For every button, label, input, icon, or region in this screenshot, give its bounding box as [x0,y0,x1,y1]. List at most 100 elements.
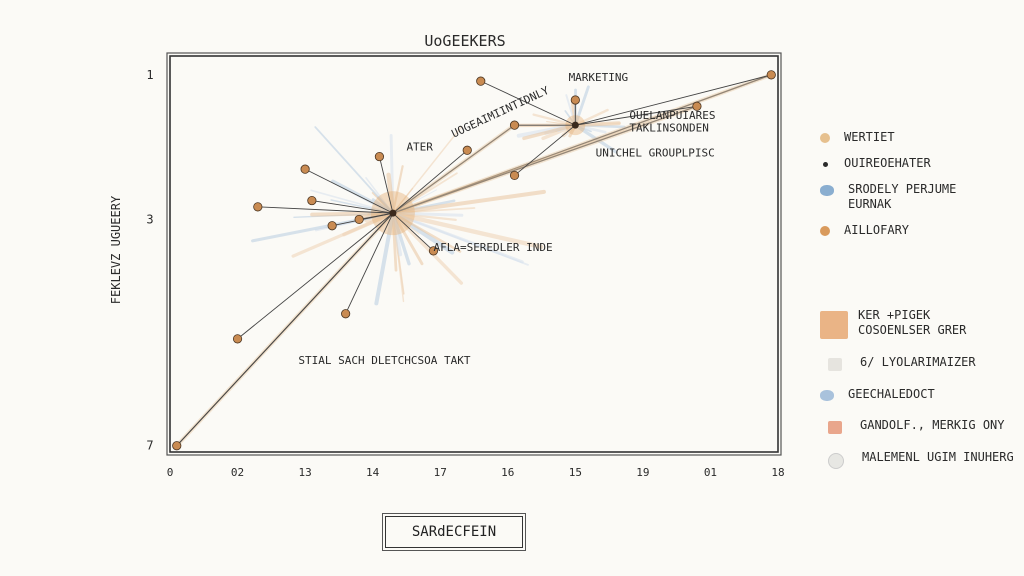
data-point [354,214,364,225]
data-point [253,202,263,212]
burst-ray [522,123,578,141]
data-point [300,164,310,174]
annotation-label: OUELANPUIARES [629,109,715,122]
burst-ray [391,211,464,285]
connector-line [237,212,394,340]
y-axis-label: FEKLEVZ UGUEERY [109,195,123,304]
annotation-label: ATER [406,140,433,153]
y-tick-label: 1 [146,68,153,82]
burst-ray [391,211,462,253]
connector-line [392,149,468,214]
burst-ray [574,108,609,127]
burst-ray [546,121,576,126]
connector-line [359,212,394,220]
legend-label: 6/ LYOLARIMAIZER [860,355,976,369]
legend-label: KER +PIGEK COSOENLSER GRER [858,308,967,337]
connector-line [345,212,394,314]
trend-line-shadow [392,104,698,216]
connector-line [257,206,393,214]
legend-item: GANDOLF., MERKIG ONY [820,418,1020,434]
burst-ray [574,122,621,126]
legend-swatch [828,358,842,371]
burst-ray [374,211,395,306]
connector-line [575,74,772,126]
burst-ray [291,211,395,258]
legend-swatch [820,390,834,401]
legend-label: AILLOFARY [844,223,910,237]
burst-ray [391,211,403,257]
x-tick-label: 19 [636,466,649,479]
burst-ray [330,199,394,214]
data-point [509,170,520,181]
x-tick-label: 13 [298,466,311,479]
data-point [307,195,317,206]
x-tick-label: 16 [501,466,514,479]
data-point [766,70,776,80]
legend-label: MALEMENL UGIM INUHERG [862,450,1014,464]
y-tick-label: 3 [146,212,153,226]
legend-swatch [828,453,844,469]
burst-ray [390,189,546,216]
plot-frame-outer [166,52,782,456]
legend-item: SRODELY PERJUME EURNAK [820,182,1020,212]
connector-line [575,105,698,126]
data-point [341,309,351,319]
x-tick-label: 14 [366,466,380,479]
x-tick-label: 17 [434,466,447,479]
burst-ray [392,172,458,215]
x-tick-label: 0 [167,466,174,479]
annotation-label: UNICHEL GROUPLPISC [596,147,715,160]
legend-label: SRODELY PERJUME EURNAK [848,182,957,211]
data-point [570,95,580,105]
legend: WERTIET OUIREOEHATER SRODELY PERJUME EURNA… [820,130,1020,249]
burst-ray [565,94,577,127]
burst-ray [392,212,529,266]
connector-line [480,80,576,126]
burst-ray [574,123,607,134]
burst-ray [391,165,404,215]
trend-line [392,105,698,214]
legend-item: WERTIET [820,130,1020,145]
y-tick-label: 7 [146,439,153,453]
data-point [172,441,182,451]
burst-ray [391,211,424,266]
burst-ray [391,211,464,217]
x-tick-label: 18 [771,466,784,479]
burst-ray [532,113,577,127]
legend-label: WERTIET [844,130,895,144]
data-point [509,120,520,130]
hub-point [571,121,579,129]
hub-left-burst [251,125,546,306]
x-axis-label: SARdECFEIN [382,513,526,551]
legend-label: OUIREOEHATER [844,156,931,170]
connector-line [392,212,434,252]
legend-label: GEECHALEDOCT [848,387,935,401]
legend-swatch [820,185,834,196]
chart-title: UoGEEKERS [424,32,505,50]
burst-ray [573,85,590,127]
trend-line [392,124,515,214]
data-point [374,151,385,162]
annotation-label: TAKLINSONDEN [629,121,708,134]
burst-ray [310,189,394,214]
connector-line [514,124,576,176]
burst-ray [371,198,395,215]
legend-item: OUIREOEHATER [820,156,1020,171]
legend-item: AILLOFARY [820,223,1020,238]
annotation-label: AFLA=SEREDLER INDE [433,241,552,254]
x-tick-label: 15 [569,466,582,479]
data-point [692,101,702,111]
x-tick-label: 02 [231,466,244,479]
x-tick-label: 01 [704,466,717,479]
data-point [428,246,439,256]
burst-ray [392,189,437,214]
annotation-label: MARKETING [569,71,629,84]
plot-frame-inner [169,55,779,453]
data-point [476,76,486,86]
hub-point [389,209,397,217]
legend-swatch [820,133,830,143]
data-point [462,145,472,155]
burst-ray [386,172,396,216]
legend-swatch [828,421,842,434]
